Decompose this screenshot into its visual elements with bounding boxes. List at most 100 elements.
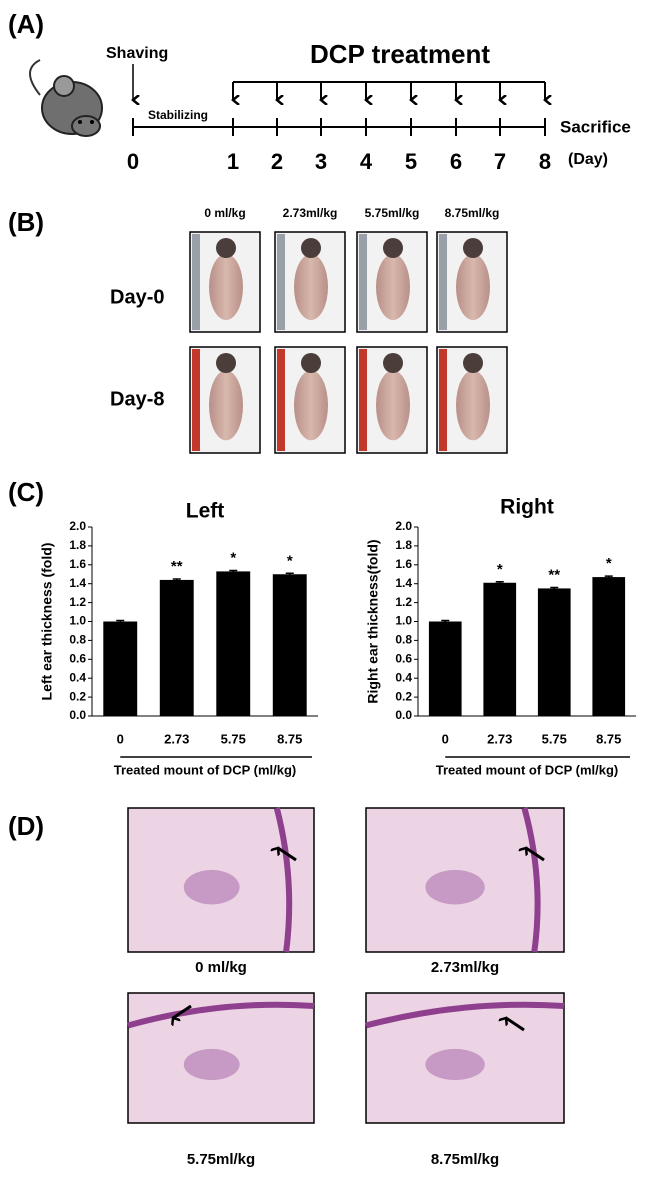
ruler bbox=[439, 234, 447, 330]
x-tick-label: 0 bbox=[117, 731, 124, 746]
error-bar bbox=[495, 581, 504, 584]
ruler bbox=[439, 349, 447, 451]
x-tick-label: 2.73 bbox=[164, 731, 189, 746]
chart-title: Left bbox=[186, 500, 225, 523]
mouse-head bbox=[463, 238, 483, 258]
pointer-arrow bbox=[526, 848, 545, 862]
y-tick-label: 1.0 bbox=[69, 614, 86, 628]
ruler bbox=[277, 234, 285, 330]
epidermis bbox=[127, 1001, 315, 1029]
x-tick-label: 5.75 bbox=[221, 731, 246, 746]
bar bbox=[537, 588, 571, 716]
ruler bbox=[192, 349, 200, 451]
panel-label: (B) bbox=[8, 207, 44, 237]
row-label: Day-8 bbox=[110, 388, 164, 410]
mouse-body bbox=[376, 370, 410, 441]
charts: Left Left ear thickness (fold) 0.0 0.2 0.4 0.… bbox=[39, 496, 636, 777]
mouse-icon bbox=[29, 59, 103, 137]
image-caption: 8.75ml/kg bbox=[431, 1151, 499, 1168]
day-unit: (Day) bbox=[568, 151, 608, 168]
mouse-head bbox=[383, 353, 403, 373]
mouse-head bbox=[301, 238, 321, 258]
day-label: 3 bbox=[315, 149, 327, 174]
error-bar bbox=[172, 578, 181, 581]
mouse-body bbox=[294, 370, 328, 441]
x-tick-label: 5.75 bbox=[542, 731, 567, 746]
error-bar bbox=[604, 575, 613, 579]
day-label: 8 bbox=[539, 149, 551, 174]
significance: ** bbox=[171, 558, 183, 575]
significance: * bbox=[230, 549, 236, 566]
dose-label: 2.73ml/kg bbox=[283, 206, 338, 220]
ruler bbox=[359, 349, 367, 451]
y-tick-label: 1.0 bbox=[395, 614, 412, 628]
tissue bbox=[425, 1048, 485, 1081]
image-caption: 0 ml/kg bbox=[195, 959, 247, 976]
bar bbox=[216, 571, 251, 716]
tissue bbox=[183, 1048, 240, 1081]
y-axis-label: Left ear thickness (fold) bbox=[39, 543, 55, 701]
day-label: 2 bbox=[271, 149, 283, 174]
histology-grid: 0 ml/kg 2.73ml/kg 5.75ml/kg 8.75ml/kg bbox=[127, 807, 565, 1168]
bar bbox=[159, 579, 194, 716]
mouse-body bbox=[456, 370, 490, 441]
y-tick-label: 0.4 bbox=[395, 670, 412, 684]
mouse-body bbox=[376, 254, 410, 320]
pointer-arrow bbox=[506, 1018, 525, 1032]
y-tick-label: 1.8 bbox=[69, 538, 86, 552]
x-tick-label: 8.75 bbox=[596, 731, 621, 746]
mouse-body bbox=[209, 254, 243, 320]
panel-label: (D) bbox=[8, 811, 44, 841]
y-tick-label: 1.8 bbox=[395, 538, 412, 552]
mouse-body bbox=[294, 254, 328, 320]
y-tick-label: 0.2 bbox=[395, 689, 412, 703]
tissue bbox=[425, 869, 485, 905]
day-label: 6 bbox=[450, 149, 462, 174]
day-label: 4 bbox=[360, 149, 373, 174]
stabilizing-label: Stabilizing bbox=[148, 108, 208, 122]
y-tick-label: 2.0 bbox=[395, 519, 412, 533]
dose-label: 0 ml/kg bbox=[204, 206, 245, 220]
significance: ** bbox=[548, 566, 560, 583]
image-caption: 2.73ml/kg bbox=[431, 959, 499, 976]
bar bbox=[103, 621, 138, 716]
ruler bbox=[359, 234, 367, 330]
significance: * bbox=[606, 555, 612, 572]
day-label: 7 bbox=[494, 149, 506, 174]
mouse-head bbox=[383, 238, 403, 258]
y-axis-label: Right ear thickness(fold) bbox=[365, 539, 381, 703]
pointer-arrow bbox=[278, 848, 297, 862]
mouse-head bbox=[216, 238, 236, 258]
bar bbox=[428, 621, 462, 716]
ruler bbox=[192, 234, 200, 330]
shaving-label: Shaving bbox=[106, 45, 168, 62]
panel-label: (C) bbox=[8, 477, 44, 507]
y-tick-label: 0.8 bbox=[395, 633, 412, 647]
bar bbox=[272, 574, 307, 716]
panel-label: (A) bbox=[8, 9, 44, 39]
error-bar bbox=[116, 619, 125, 623]
photo-grid: 0 ml/kg 2.73ml/kg 5.75ml/kg 8.75ml/kg Day-0 D… bbox=[110, 206, 508, 454]
y-tick-label: 0.0 bbox=[395, 708, 412, 722]
error-bar bbox=[229, 569, 238, 573]
y-tick-label: 0.4 bbox=[69, 670, 86, 684]
chart-title: Right bbox=[500, 496, 554, 519]
epidermis bbox=[273, 807, 293, 953]
ruler bbox=[277, 349, 285, 451]
error-bar bbox=[285, 572, 294, 576]
y-tick-label: 1.6 bbox=[69, 557, 86, 571]
epidermis bbox=[521, 807, 541, 953]
y-tick-label: 0.2 bbox=[69, 689, 86, 703]
treatment-label: DCP treatment bbox=[310, 39, 490, 69]
y-tick-label: 1.6 bbox=[395, 557, 412, 571]
x-tick-label: 8.75 bbox=[277, 731, 302, 746]
x-tick-label: 0 bbox=[442, 731, 449, 746]
dose-label: 8.75ml/kg bbox=[445, 206, 500, 220]
day-label: 1 bbox=[227, 149, 239, 174]
row-label: Day-0 bbox=[110, 286, 164, 308]
y-tick-label: 2.0 bbox=[69, 519, 86, 533]
day-label: 5 bbox=[405, 149, 417, 174]
mouse-head bbox=[463, 353, 483, 373]
mouse-head bbox=[216, 353, 236, 373]
